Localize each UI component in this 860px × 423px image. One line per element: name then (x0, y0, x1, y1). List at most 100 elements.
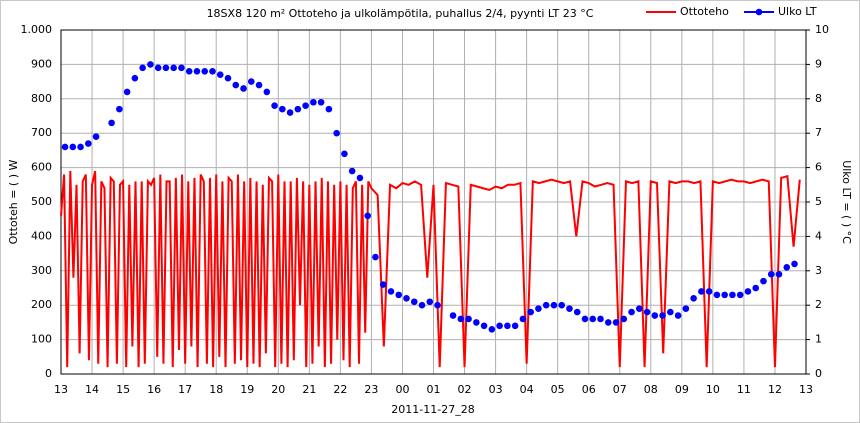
data-point (752, 284, 760, 292)
data-point (620, 315, 628, 323)
data-point (767, 270, 775, 278)
x-tick-label: 04 (520, 383, 534, 396)
x-tick-label: 06 (582, 383, 596, 396)
y-tick-label: 900 (31, 57, 52, 70)
x-tick-label: 21 (302, 383, 316, 396)
data-point (511, 322, 519, 330)
data-point (628, 308, 635, 316)
y-tick-label: 700 (31, 126, 52, 139)
data-point (240, 85, 247, 92)
data-point (325, 105, 333, 113)
data-point (201, 67, 209, 75)
data-point (255, 81, 263, 89)
data-point (690, 295, 697, 302)
data-point (721, 291, 728, 299)
y2-tick-label: 9 (815, 57, 822, 70)
y2-tick-label: 1 (815, 333, 822, 346)
data-point (736, 291, 744, 299)
data-point (294, 105, 302, 113)
y2-tick-label: 5 (815, 195, 822, 208)
x-tick-label: 17 (178, 383, 192, 396)
data-point (488, 325, 496, 333)
x-tick-label: 22 (333, 383, 347, 396)
x-tick-label: 08 (644, 383, 658, 396)
data-point (449, 312, 457, 319)
data-point (108, 119, 115, 127)
x-tick-label: 11 (737, 383, 751, 396)
data-point (651, 312, 659, 319)
data-point (682, 305, 690, 312)
data-point (783, 264, 791, 271)
data-point (69, 143, 77, 151)
data-point (434, 301, 441, 309)
y2-tick-label: 7 (815, 126, 822, 139)
y-tick-label: 600 (31, 161, 52, 174)
data-point (263, 88, 271, 96)
data-point (85, 140, 92, 147)
data-point (185, 67, 193, 75)
data-point (791, 260, 798, 268)
y-tick-label: 200 (31, 298, 52, 311)
x-tick-label: 10 (706, 383, 720, 396)
y2-tick-label: 4 (815, 229, 822, 242)
data-point (674, 312, 682, 319)
x-axis-label: 2011-11-27_28 (391, 403, 474, 416)
data-point (403, 295, 410, 302)
data-line (60, 170, 801, 368)
data-point (77, 143, 84, 151)
data-point (519, 315, 527, 323)
data-point (465, 315, 472, 323)
data-point (348, 167, 356, 175)
data-point (364, 212, 371, 220)
data-point (224, 74, 232, 82)
y-tick-label: 0 (45, 367, 52, 380)
data-point (659, 312, 666, 319)
data-point (61, 143, 69, 151)
data-point (232, 81, 240, 89)
data-point (705, 288, 713, 295)
data-point (139, 64, 146, 72)
data-point (775, 270, 783, 278)
data-point (550, 301, 558, 309)
y-axis-label: Ottoteh = ( ) W (7, 160, 20, 245)
x-tick-label: 15 (116, 383, 130, 396)
x-tick-label: 20 (271, 383, 285, 396)
data-point (698, 288, 705, 295)
x-tick-label: 03 (489, 383, 503, 396)
data-point (116, 105, 123, 113)
data-point (395, 291, 403, 299)
data-point (744, 288, 752, 295)
data-point (193, 67, 201, 75)
y-tick-label: 100 (31, 333, 52, 346)
x-tick-label: 12 (768, 383, 782, 396)
data-point (636, 305, 643, 312)
legend-label: Ottoteho (680, 5, 729, 18)
y2-axis-label: Ulko LT = ( ) °C (840, 160, 853, 244)
y-tick-label: 800 (31, 92, 52, 105)
x-tick-label: 23 (364, 383, 378, 396)
data-point (387, 288, 395, 295)
data-point (643, 308, 651, 316)
x-tick-label: 00 (395, 383, 409, 396)
data-point (379, 281, 387, 288)
data-point (333, 129, 340, 137)
data-point (147, 61, 154, 68)
data-point (302, 102, 309, 109)
data-point (581, 315, 589, 323)
data-point (123, 88, 131, 96)
data-point (247, 78, 255, 85)
data-point (713, 291, 721, 299)
data-point (597, 315, 604, 323)
data-point (170, 64, 177, 72)
data-point (667, 308, 674, 316)
x-tick-label: 09 (675, 383, 689, 396)
data-point (178, 64, 185, 72)
data-point (271, 102, 278, 109)
legend-marker (755, 8, 763, 16)
x-tick-label: 02 (458, 383, 472, 396)
y-tick-label: 300 (31, 264, 52, 277)
data-point (542, 301, 550, 309)
y2-tick-label: 10 (815, 23, 829, 36)
y-tick-label: 500 (31, 195, 52, 208)
